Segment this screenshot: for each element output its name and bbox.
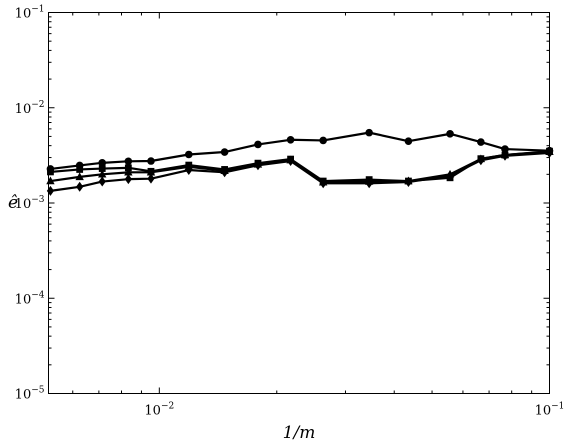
y-tick-label-base: 10	[15, 388, 32, 403]
data-point	[75, 172, 84, 181]
x-tick-label-base: 10	[144, 404, 161, 419]
data-point	[501, 150, 509, 161]
data-point	[477, 138, 485, 146]
y-tick-label-base: 10	[15, 102, 32, 117]
data-point	[501, 145, 509, 153]
data-point	[147, 173, 155, 184]
data-point	[446, 130, 454, 138]
y-tick-label-exponent: −4	[31, 290, 45, 300]
y-tick-label-base: 10	[15, 197, 32, 212]
x-axis-label: 1/m	[283, 423, 316, 443]
x-tick-label-base: 10	[535, 404, 552, 419]
y-tick-label: 10−4	[15, 290, 45, 307]
series-circle	[46, 128, 554, 173]
y-tick-label-exponent: −3	[31, 195, 45, 205]
y-tick-label: 10−2	[15, 100, 45, 117]
series-diamond	[46, 147, 554, 196]
data-point	[477, 155, 485, 166]
data-point	[319, 136, 327, 145]
y-tick-label-base: 10	[15, 292, 32, 307]
data-point	[319, 178, 327, 189]
data-point	[254, 160, 262, 171]
data-point	[98, 176, 106, 187]
y-tick-label-exponent: −2	[31, 100, 44, 110]
x-tick-label-exponent: −2	[161, 402, 174, 412]
data-point	[365, 128, 373, 137]
data-point	[124, 167, 133, 176]
x-tick-label: 10−2	[144, 402, 174, 419]
x-tick-label-exponent: −1	[551, 402, 564, 412]
data-point	[46, 185, 55, 196]
y-tick-label-base: 10	[15, 7, 32, 22]
data-point	[254, 140, 262, 149]
data-point	[185, 165, 193, 176]
plot-frame	[48, 12, 550, 394]
data-point	[98, 165, 106, 172]
data-point	[404, 137, 413, 145]
data-point	[47, 168, 54, 176]
data-point	[146, 167, 156, 176]
data-point	[286, 135, 295, 144]
data-point	[286, 156, 295, 167]
data-point	[76, 181, 84, 192]
data-point	[124, 174, 132, 185]
data-point	[446, 170, 454, 181]
series-line	[50, 131, 550, 170]
data-point	[365, 178, 373, 189]
data-point	[46, 176, 55, 185]
data-point	[76, 166, 84, 173]
y-tick-label: 10−1	[15, 5, 45, 22]
data-point	[124, 157, 133, 166]
data-point	[147, 157, 155, 165]
y-axis-label: ê	[8, 193, 18, 213]
series-layer	[46, 128, 554, 196]
data-point	[184, 150, 193, 159]
x-tick-label: 10−1	[535, 402, 565, 419]
data-point	[220, 148, 229, 156]
data-point	[404, 177, 413, 188]
axis-ticks: 10−2 10−110−110−210−310−410−5	[15, 5, 565, 419]
y-tick-label: 10−3	[15, 195, 45, 212]
data-point	[545, 147, 554, 158]
data-point	[98, 159, 107, 167]
y-tick-label-exponent: −1	[31, 5, 44, 15]
series-line	[50, 151, 550, 192]
y-tick-label: 10−5	[15, 386, 45, 403]
data-point	[220, 167, 229, 178]
data-point	[98, 169, 107, 178]
y-tick-label-exponent: −5	[31, 386, 45, 396]
